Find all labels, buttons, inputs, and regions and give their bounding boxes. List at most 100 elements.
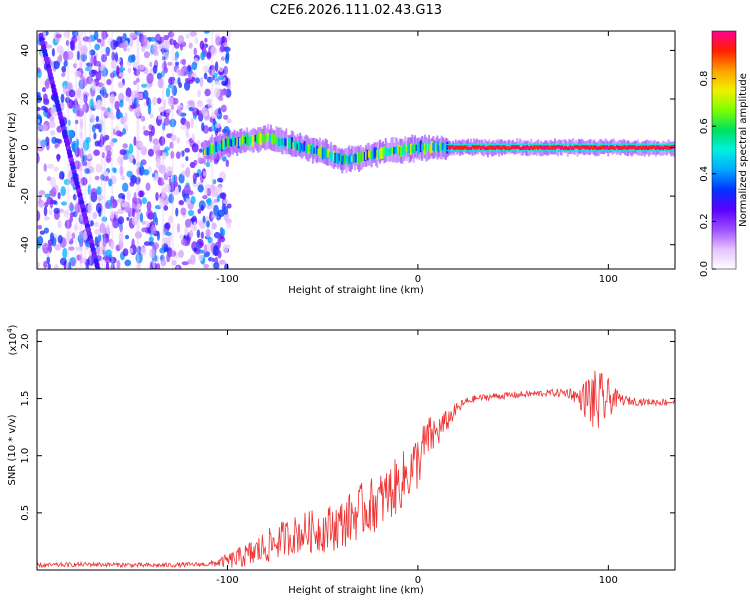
spectrogram-cell <box>107 107 111 113</box>
spectrogram-cell <box>202 170 207 177</box>
spectrogram-cell <box>72 63 78 69</box>
spectrogram-cell <box>133 208 141 213</box>
signal-core <box>506 146 509 150</box>
spectrogram-cell <box>117 216 125 225</box>
signal-core <box>440 142 443 151</box>
spectrogram-cell <box>62 247 68 259</box>
spectrogram-cell <box>92 211 98 220</box>
spectrogram-cell <box>204 37 208 43</box>
spectrogram-cell <box>205 229 211 238</box>
signal-core <box>338 153 341 162</box>
signal-core <box>412 143 415 154</box>
spectrogram-cell <box>220 192 227 200</box>
signal-core <box>223 141 226 150</box>
spectrogram-streak <box>136 31 139 269</box>
spectrogram-cell <box>218 66 224 73</box>
spectrogram-cell <box>76 50 81 61</box>
colorbar: 0.0 0.2 0.4 0.6 0.8 Normalized spectral ampl… <box>699 30 749 277</box>
spectrogram-cell <box>188 42 193 49</box>
spectrogram-cell <box>133 136 137 147</box>
signal-core <box>404 146 407 156</box>
snr-y-multiplier-base: (x10 <box>8 333 19 356</box>
signal-core <box>212 144 215 154</box>
signal-core <box>611 144 614 149</box>
spectrogram-cell <box>180 66 184 77</box>
spectrogram-cell <box>117 208 123 214</box>
colorbar-tick-label: 0.4 <box>699 166 710 182</box>
spectrogram-cell <box>51 48 56 57</box>
spectrogram-cell <box>116 65 120 76</box>
signal-core <box>250 135 253 143</box>
signal-core <box>239 137 242 147</box>
signal-core <box>561 145 564 150</box>
signal-core <box>664 145 667 150</box>
signal-core <box>275 137 278 145</box>
spectrogram-cell <box>65 96 71 104</box>
spectrogram-cell <box>131 207 136 218</box>
signal-core <box>211 142 214 154</box>
spectrogram-cell <box>141 83 148 88</box>
spectrogram-cell <box>150 36 156 42</box>
signal-core <box>513 145 516 150</box>
spectrogram-cell <box>165 108 172 114</box>
signal-core <box>384 147 387 157</box>
signal-core <box>654 146 657 151</box>
signal-core <box>660 145 663 150</box>
signal-core <box>540 144 543 149</box>
signal-core <box>337 153 340 164</box>
signal-core <box>580 144 583 149</box>
signal-core <box>449 145 452 150</box>
spectrogram-cell <box>94 123 100 129</box>
signal-core <box>229 138 232 147</box>
snr-y-tick-label: 0.5 <box>20 505 31 521</box>
signal-core <box>351 155 354 163</box>
spectrogram-cell <box>87 38 93 43</box>
spectrogram-cell <box>157 78 164 89</box>
spectrogram-cell <box>148 212 154 220</box>
signal-core <box>467 146 470 151</box>
spectrogram-cell <box>158 115 162 120</box>
spectrogram-cell <box>37 118 41 124</box>
signal-core <box>618 145 621 150</box>
spectrogram-cell <box>114 52 118 62</box>
signal-core <box>362 151 365 162</box>
spectrogram-streak <box>162 31 165 269</box>
spectrogram-streak <box>171 31 174 269</box>
spectrogram-cell <box>129 247 134 254</box>
spectrogram-cell <box>71 260 76 267</box>
spectrogram-cell <box>156 97 162 104</box>
signal-core <box>289 138 292 148</box>
signal-core <box>631 145 634 150</box>
spectrogram-cell <box>71 140 79 151</box>
signal-core <box>204 149 207 156</box>
signal-core <box>233 137 236 145</box>
signal-core <box>666 145 669 150</box>
spectrogram-cell <box>39 230 45 235</box>
snr-x-tick-label: 100 <box>599 575 618 586</box>
signal-core <box>671 144 674 149</box>
spectrogram-cell <box>60 186 66 197</box>
spectrogram-cell <box>86 62 92 67</box>
spectrogram-cell <box>135 252 143 264</box>
spectrogram-cell <box>74 70 82 78</box>
signal-core <box>258 131 261 144</box>
signal-core <box>394 146 397 153</box>
spectrogram-cell <box>170 150 175 159</box>
spectrogram-cell <box>119 165 124 177</box>
signal-core <box>489 145 492 150</box>
signal-core <box>276 136 279 148</box>
spectrogram-cell <box>140 161 144 169</box>
spectrogram-cell <box>159 197 163 209</box>
spectrogram-cell <box>118 231 124 243</box>
spectrogram-cell <box>168 177 172 185</box>
spectrogram-cell <box>213 204 219 216</box>
snr-panel: -100 0 100 2.0 1.5 1.0 0.5 Height of straight… <box>6 324 676 596</box>
spectrogram-cell <box>101 33 109 38</box>
signal-core <box>535 144 538 149</box>
spectrogram-cell <box>76 246 83 251</box>
spectrogram-x-ticks: -100 0 100 <box>216 31 618 285</box>
signal-core <box>219 143 222 150</box>
spectrogram-cell <box>68 89 76 98</box>
signal-core <box>227 137 230 147</box>
signal-core <box>215 142 218 153</box>
